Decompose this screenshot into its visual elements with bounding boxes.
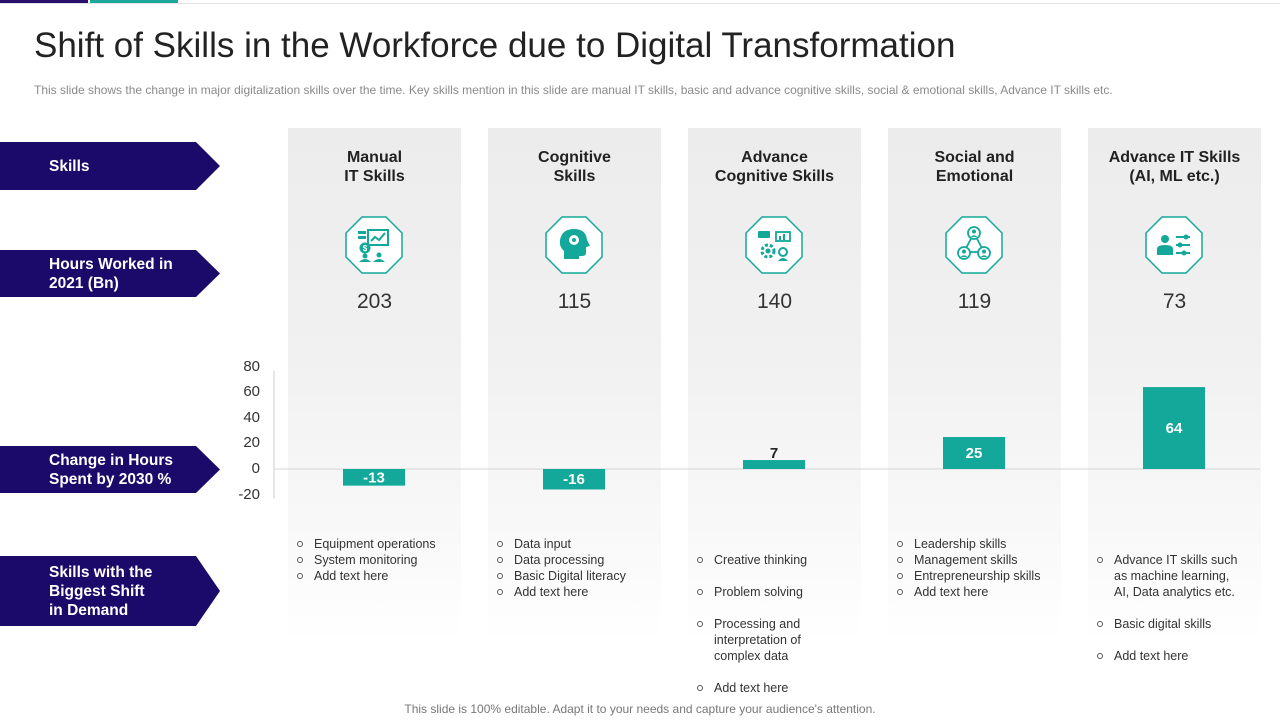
list-item: Add text here <box>694 680 807 696</box>
list-item: Creative thinking <box>694 552 807 568</box>
column-title: Cognitive Skills <box>538 149 611 185</box>
y-tick-label: 80 <box>243 357 260 375</box>
list-item: Add text here <box>1094 648 1237 664</box>
skills-demand-list: Advance IT skills such as machine learni… <box>1094 536 1237 680</box>
list-item: Basic digital skills <box>1094 616 1237 632</box>
network-people-icon <box>945 216 1003 274</box>
slide-title: Shift of Skills in the Workforce due to … <box>34 26 956 65</box>
y-tick-label: 40 <box>243 408 260 426</box>
hours-worked-value: 115 <box>557 290 592 313</box>
accent-bar-teal <box>90 0 178 3</box>
list-item: Data processing <box>494 552 626 568</box>
hours-worked-value: 119 <box>957 290 992 313</box>
top-rule <box>0 3 1280 4</box>
column-advance-cognitive-skills: Advance Cognitive Skills 140 Creative th… <box>688 128 861 695</box>
skills-demand-list: Leadership skills Management skills Entr… <box>894 536 1040 600</box>
y-tick-label: 60 <box>243 383 260 401</box>
column-social-emotional: Social and Emotional 119 Leadership skil… <box>888 128 1061 643</box>
skills-demand-list: Creative thinking Problem solving Proces… <box>694 536 807 712</box>
y-tick-label: -20 <box>238 485 260 503</box>
list-item: System monitoring <box>294 552 436 568</box>
y-tick-label: 20 <box>243 434 260 452</box>
skills-demand-list: Data input Data processing Basic Digital… <box>494 536 626 600</box>
list-item: Advance IT skills such as machine learni… <box>1094 552 1237 600</box>
brain-gear-icon <box>545 216 603 274</box>
person-settings-icon <box>1145 216 1203 274</box>
list-item: Problem solving <box>694 584 807 600</box>
hours-worked-value: 73 <box>1162 290 1187 313</box>
svg-text:$: $ <box>363 244 368 253</box>
column-title: Advance Cognitive Skills <box>714 149 835 185</box>
hours-worked-value: 203 <box>356 290 393 313</box>
list-item: Equipment operations <box>294 536 436 552</box>
column-cognitive-skills: Cognitive Skills 115 Data input Data pro… <box>488 128 661 643</box>
y-tick-label: 0 <box>251 460 260 477</box>
column-manual-it-skills: Manual IT Skills $ 203 Equipment operati… <box>288 128 461 643</box>
row-label-change-in-hours: Change in Hours Spent by 2030 % <box>0 446 220 493</box>
slide-subtitle: This slide shows the change in major dig… <box>34 83 1113 97</box>
row-label-biggest-shift: Skills with the Biggest Shift in Demand <box>0 556 220 626</box>
list-item: Add text here <box>494 584 626 600</box>
column-title: Social and Emotional <box>934 149 1015 185</box>
list-item: Entrepreneurship skills <box>894 568 1040 584</box>
hours-worked-value: 140 <box>756 290 793 313</box>
column-advance-it-skills: Advance IT Skills (AI, ML etc.) 73 Advan… <box>1088 128 1261 663</box>
list-item: Basic Digital literacy <box>494 568 626 584</box>
gears-chart-icon <box>745 216 803 274</box>
list-item: Add text here <box>894 584 1040 600</box>
row-label-skills: Skills <box>0 142 220 190</box>
row-label-hours-worked: Hours Worked in 2021 (Bn) <box>0 250 220 297</box>
list-item: Data input <box>494 536 626 552</box>
list-item: Add text here <box>294 568 436 584</box>
accent-bar-purple <box>0 0 88 3</box>
skills-demand-list: Equipment operations System monitoring A… <box>294 536 436 584</box>
column-title: Advance IT Skills (AI, ML etc.) <box>1108 149 1241 185</box>
footer-note: This slide is 100% editable. Adapt it to… <box>404 702 876 716</box>
list-item: Leadership skills <box>894 536 1040 552</box>
column-title: Manual IT Skills <box>344 149 405 185</box>
finance-dashboard-icon: $ <box>345 216 403 274</box>
list-item: Processing and interpretation of complex… <box>694 616 807 664</box>
list-item: Management skills <box>894 552 1040 568</box>
